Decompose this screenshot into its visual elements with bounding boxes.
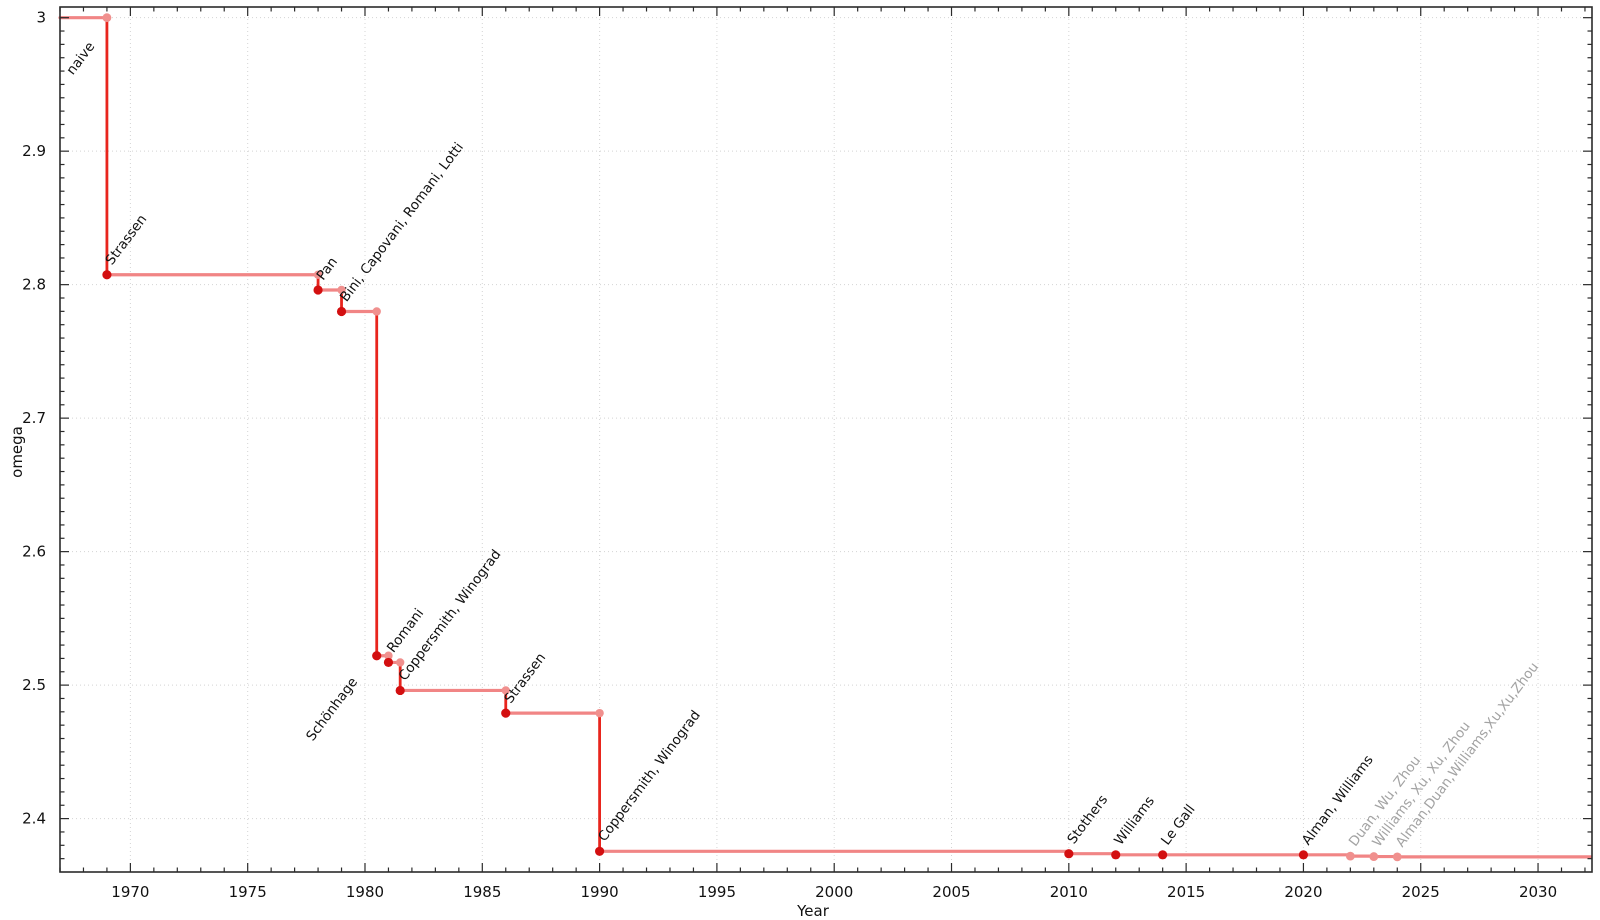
series-omega-points <box>102 13 1402 862</box>
data-point-williams-10 <box>1111 850 1121 860</box>
data-point-sch-nhage-4 <box>372 651 382 661</box>
step-corner-dot <box>102 13 112 22</box>
y-tick-label-2.4: 2.4 <box>22 810 46 828</box>
x-tick-label-1985: 1985 <box>463 883 501 901</box>
step-corner-dot <box>395 658 405 667</box>
step-corner-dot <box>337 285 346 295</box>
y-axis-title: omega <box>8 426 26 478</box>
x-axis-title: Year <box>796 902 830 920</box>
data-point-alman-duan-williams-xu-xu-zhou-15 <box>1392 852 1402 862</box>
step-corner-dot <box>501 686 510 695</box>
data-point-duan-wu-zhou-13 <box>1345 851 1355 861</box>
y-tick-label-2.6: 2.6 <box>22 543 46 561</box>
x-tick-label-1975: 1975 <box>229 883 267 901</box>
series-omega-line <box>58 16 1592 859</box>
point-label-alman-duan-williams-xu-xu-zhou: Alman,Duan,Williams,Xu,Xu,Zhou <box>1393 659 1542 850</box>
y-tick-label-2.7: 2.7 <box>22 409 46 427</box>
point-label-naive: naive <box>63 39 98 78</box>
tick-labels: 1970 1975 1980 1985 1990 1995 2000 2005 2010 2015… <box>22 9 1557 901</box>
data-point-stothers-9 <box>1064 849 1074 859</box>
data-point-le-gall-11 <box>1158 850 1168 860</box>
point-label-strassen: Strassen <box>501 650 549 706</box>
x-tick-label-2020: 2020 <box>1284 883 1322 901</box>
point-label-le-gall: Le Gall <box>1158 802 1199 848</box>
y-tick-label-2.9: 2.9 <box>22 142 46 160</box>
step-corner-dot <box>595 708 604 718</box>
x-tick-label-2025: 2025 <box>1402 883 1440 901</box>
data-point-coppersmith-winograd-6 <box>395 685 405 696</box>
point-label-williams-xu-xu-zhou: Williams, Xu, Xu, Zhou <box>1369 719 1474 850</box>
x-tick-label-2005: 2005 <box>932 883 970 901</box>
gridlines <box>60 7 1592 872</box>
x-tick-label-1995: 1995 <box>698 883 736 901</box>
y-tick-label-3: 3 <box>36 9 46 27</box>
plot-frame <box>59 6 1593 873</box>
data-point-strassen-1 <box>102 270 112 280</box>
point-label-bini-capovani-romani-lotti: Bini, Capovani, Romani, Lotti <box>337 140 467 305</box>
step-corner-dot <box>384 651 393 660</box>
x-tick-label-2015: 2015 <box>1167 883 1205 901</box>
x-tick-label-1990: 1990 <box>581 883 619 901</box>
point-label-strassen: Strassen <box>102 212 150 268</box>
data-point-coppersmith-winograd-8 <box>595 846 605 856</box>
data-point-bini-capovani-romani-lotti-3 <box>336 306 347 317</box>
y-tick-label-2.5: 2.5 <box>22 676 46 694</box>
x-tick-label-1970: 1970 <box>111 883 149 901</box>
step-corner-dot <box>372 307 381 316</box>
step-corner-dot <box>313 270 323 279</box>
data-point-pan-2 <box>313 285 323 295</box>
data-point-strassen-7 <box>501 708 511 718</box>
data-point-romani-5 <box>383 657 394 668</box>
point-label-coppersmith-winograd: Coppersmith, Winograd <box>595 708 704 845</box>
x-tick-label-2000: 2000 <box>815 883 853 901</box>
x-tick-label-2030: 2030 <box>1519 883 1557 901</box>
x-tick-label-2010: 2010 <box>1050 883 1088 901</box>
axis-titles: Year omega <box>8 426 830 920</box>
point-label-williams: Williams <box>1111 793 1158 848</box>
y-tick-label-2.8: 2.8 <box>22 276 46 294</box>
data-point-williams-xu-xu-zhou-14 <box>1369 852 1379 861</box>
data-point-alman-williams-12 <box>1298 850 1309 860</box>
point-label-stothers: Stothers <box>1064 792 1111 847</box>
x-tick-label-1980: 1980 <box>346 883 384 901</box>
axes-frame <box>59 6 1593 873</box>
